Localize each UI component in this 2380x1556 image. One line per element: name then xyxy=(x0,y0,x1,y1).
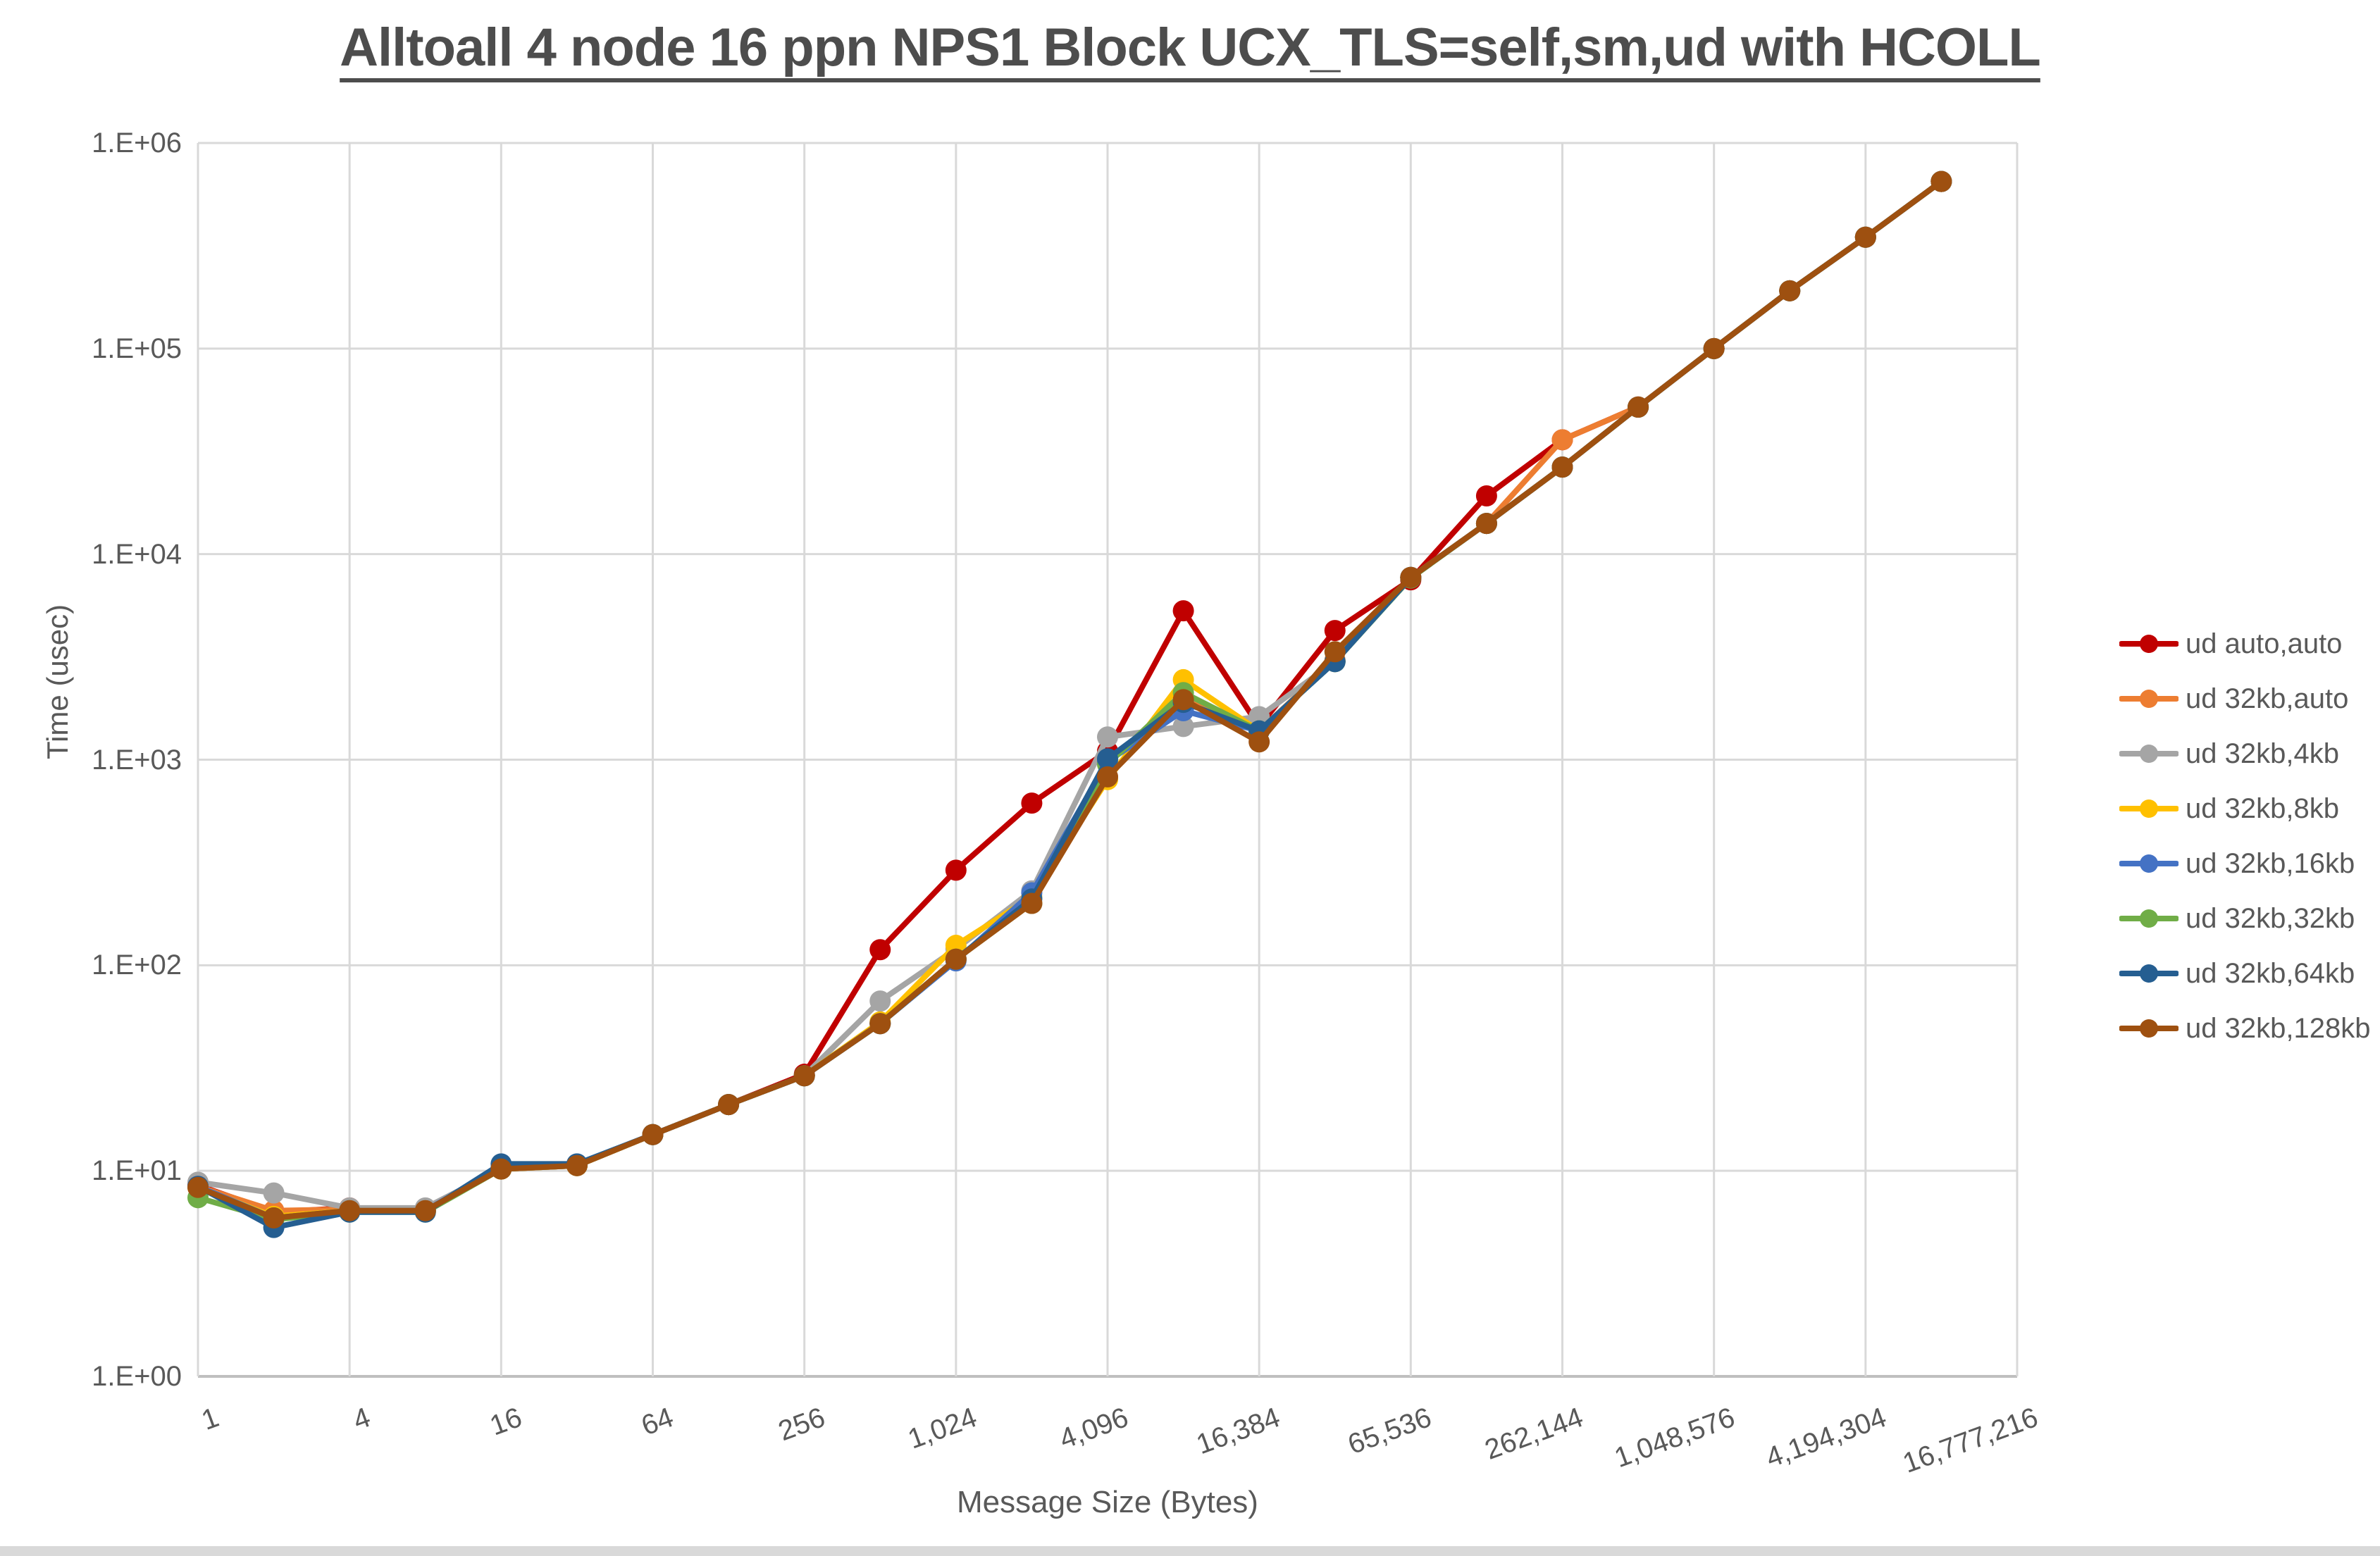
y-axis-tick-label: 1.E+06 xyxy=(92,127,182,158)
data-point-marker xyxy=(793,1065,815,1087)
data-point-marker xyxy=(945,859,967,881)
data-point-marker xyxy=(1324,620,1346,642)
data-point-marker xyxy=(1248,731,1270,753)
series-line-ud-32kb-16kb xyxy=(195,178,1945,1221)
legend-label: ud 32kb,auto xyxy=(2186,683,2349,714)
data-point-marker xyxy=(1097,726,1118,748)
series-line-ud-32kb-auto xyxy=(195,178,1945,1214)
data-point-marker xyxy=(642,1124,664,1145)
legend-label: ud 32kb,16kb xyxy=(2186,847,2355,879)
data-point-marker xyxy=(1475,485,1497,506)
data-point-marker xyxy=(869,990,891,1012)
x-axis-title: Message Size (Bytes) xyxy=(957,1485,1258,1519)
y-axis-tick-label: 1.E+05 xyxy=(92,332,182,364)
legend-marker xyxy=(2119,1019,2178,1038)
data-point-marker xyxy=(1021,892,1043,914)
legend-marker xyxy=(2119,745,2178,763)
data-point-marker xyxy=(490,1158,512,1180)
legend-dot xyxy=(2140,909,2158,928)
legend-dot xyxy=(2140,745,2158,763)
data-point-marker xyxy=(1324,641,1346,663)
legend-dot xyxy=(2140,1019,2158,1038)
legend-item: ud 32kb,64kb xyxy=(2119,946,2370,1001)
y-axis-tick-label: 1.E+03 xyxy=(92,744,182,776)
legend-item: ud 32kb,8kb xyxy=(2119,781,2370,836)
data-point-marker xyxy=(1551,456,1573,478)
legend-item: ud 32kb,auto xyxy=(2119,671,2370,726)
data-point-marker xyxy=(945,948,967,970)
legend: ud auto,auto ud 32kb,auto ud 32kb,4kb ud 32… xyxy=(2119,616,2370,1056)
data-point-marker xyxy=(1172,716,1194,737)
data-point-marker xyxy=(869,939,891,961)
data-point-marker xyxy=(1930,170,1952,192)
legend-dot xyxy=(2140,799,2158,818)
data-point-marker xyxy=(187,1176,209,1198)
legend-marker xyxy=(2119,799,2178,818)
data-point-marker xyxy=(1475,513,1497,535)
data-point-marker xyxy=(1628,396,1649,418)
data-point-marker xyxy=(263,1182,285,1204)
bottom-strip xyxy=(0,1546,2380,1556)
data-point-marker xyxy=(263,1207,285,1229)
legend-marker xyxy=(2119,854,2178,873)
legend-dot xyxy=(2140,964,2158,983)
series-line-ud-auto-auto xyxy=(195,178,1945,1215)
data-point-marker xyxy=(1854,226,1876,248)
data-point-marker xyxy=(1097,766,1118,788)
legend-dot xyxy=(2140,854,2158,873)
legend-item: ud 32kb,4kb xyxy=(2119,726,2370,781)
data-point-marker xyxy=(1703,337,1725,359)
series-line-ud-32kb-4kb xyxy=(195,178,1945,1211)
chart-title: Alltoall 4 node 16 ppn NPS1 Block UCX_TL… xyxy=(340,18,2041,77)
series-line-ud-32kb-128kb xyxy=(195,178,1945,1221)
legend-marker xyxy=(2119,635,2178,653)
data-point-marker xyxy=(1551,429,1573,451)
y-axis-tick-label: 1.E+04 xyxy=(92,538,182,570)
y-axis-tick-label: 1.E+01 xyxy=(92,1155,182,1187)
legend-marker xyxy=(2119,690,2178,708)
legend-item: ud 32kb,32kb xyxy=(2119,891,2370,946)
data-point-marker xyxy=(1021,792,1043,814)
legend-marker xyxy=(2119,909,2178,928)
data-point-marker xyxy=(566,1154,588,1176)
legend-marker xyxy=(2119,964,2178,983)
legend-label: ud 32kb,8kb xyxy=(2186,792,2339,824)
y-axis-tick-label: 1.E+00 xyxy=(92,1361,182,1392)
legend-label: ud 32kb,64kb xyxy=(2186,957,2355,989)
legend-label: ud auto,auto xyxy=(2186,628,2343,659)
legend-label: ud 32kb,4kb xyxy=(2186,737,2339,769)
series-line-ud-32kb-64kb xyxy=(195,178,1945,1231)
data-point-marker xyxy=(1400,566,1422,588)
series-line-ud-32kb-32kb xyxy=(195,178,1945,1223)
legend-label: ud 32kb,128kb xyxy=(2186,1012,2371,1044)
data-point-marker xyxy=(1172,600,1194,622)
data-point-marker xyxy=(1172,689,1194,711)
series-line-ud-32kb-8kb xyxy=(195,178,1945,1219)
legend-label: ud 32kb,32kb xyxy=(2186,902,2355,934)
legend-item: ud 32kb,16kb xyxy=(2119,836,2370,891)
data-point-marker xyxy=(869,1013,891,1035)
legend-dot xyxy=(2140,635,2158,653)
legend-dot xyxy=(2140,690,2158,708)
data-point-marker xyxy=(414,1200,436,1221)
legend-item: ud auto,auto xyxy=(2119,616,2370,671)
data-point-marker xyxy=(718,1094,740,1116)
data-point-marker xyxy=(339,1200,361,1221)
data-point-marker xyxy=(1097,748,1118,770)
y-axis-tick-label: 1.E+02 xyxy=(92,950,182,981)
legend-item: ud 32kb,128kb xyxy=(2119,1001,2370,1056)
data-point-marker xyxy=(1779,280,1801,301)
